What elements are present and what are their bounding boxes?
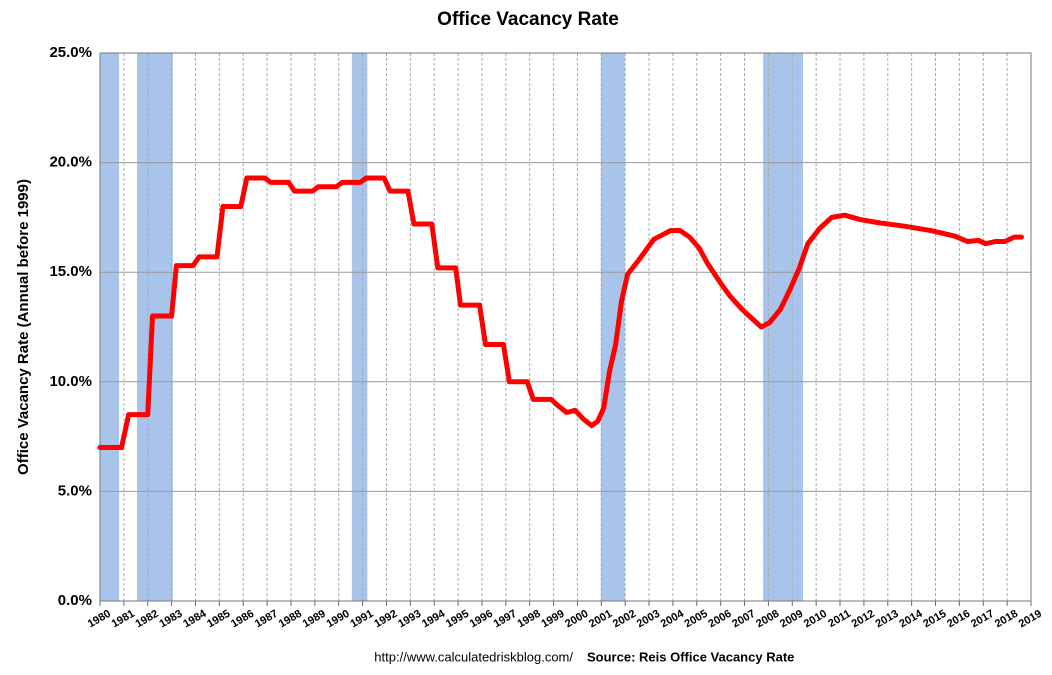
x-tick-label: 1997 — [492, 608, 519, 631]
x-tick-label: 1994 — [420, 607, 448, 630]
x-tick-label: 1987 — [253, 608, 280, 631]
x-tick-label: 1981 — [110, 608, 137, 631]
x-tick-label: 2016 — [945, 608, 972, 631]
x-tick-label: 1989 — [301, 608, 328, 631]
x-tick-label: 2004 — [659, 607, 687, 630]
x-tick-label: 1982 — [133, 608, 160, 631]
x-tick-label: 1990 — [324, 608, 351, 631]
x-tick-label: 2007 — [730, 608, 757, 631]
chart-title: Office Vacancy Rate — [437, 9, 619, 30]
x-tick-label: 1980 — [86, 608, 113, 631]
x-tick-label: 2015 — [921, 608, 948, 631]
y-tick-label: 25.0% — [49, 44, 92, 61]
recession-band — [100, 53, 120, 601]
y-tick-label: 0.0% — [58, 592, 92, 609]
line-series — [97, 175, 1024, 451]
x-tick-label: 1984 — [181, 607, 209, 630]
x-tick-label: 1996 — [468, 608, 495, 631]
x-tick-label: 2014 — [897, 607, 925, 630]
plot-border — [99, 52, 1032, 602]
x-tick-label: 1999 — [539, 608, 566, 631]
footnote-source: Source: Reis Office Vacancy Rate — [587, 649, 794, 664]
x-tick-label: 1986 — [229, 608, 256, 631]
x-tick-label: 1985 — [205, 608, 232, 631]
x-tick-label: 2000 — [563, 608, 590, 631]
x-tick-label: 2008 — [754, 608, 781, 631]
footnote-url: http://www.calculatedriskblog.com/ — [374, 649, 573, 664]
recession-band — [763, 53, 804, 601]
x-tick-label: 2003 — [635, 608, 662, 631]
x-tick-label: 2012 — [850, 608, 877, 631]
x-tick-label: 2001 — [587, 608, 614, 631]
x-tick-label: 1988 — [277, 608, 304, 631]
y-tick-label: 15.0% — [49, 263, 92, 280]
x-tick-label: 2011 — [826, 608, 853, 630]
x-tick-label: 2009 — [778, 608, 805, 631]
x-tick-label: 2002 — [611, 608, 638, 631]
x-tick-label: 2018 — [993, 608, 1020, 631]
x-tick-label: 2005 — [683, 608, 710, 631]
y-axis-label: Office Vacancy Rate (Annual before 1999) — [15, 179, 32, 475]
x-tick-label: 2019 — [1017, 608, 1044, 631]
y-tick-label: 20.0% — [49, 154, 92, 171]
x-tick-label: 2013 — [874, 608, 901, 631]
y-tick-label: 5.0% — [58, 482, 92, 499]
recession-band — [351, 53, 368, 601]
x-tick-label: 1995 — [444, 608, 471, 631]
x-tick-label: 2017 — [969, 608, 996, 631]
x-tick-label: 1983 — [157, 608, 184, 631]
x-tick-label: 1998 — [515, 608, 542, 631]
y-tick-label: 10.0% — [49, 373, 92, 390]
recession-band — [137, 53, 173, 601]
x-tick-label: 1991 — [348, 608, 375, 631]
x-tick-label: 2006 — [706, 608, 733, 631]
x-tick-label: 1992 — [372, 608, 399, 631]
x-tick-label: 2010 — [802, 608, 829, 631]
recession-band — [600, 53, 625, 601]
x-tick-label: 1993 — [396, 608, 423, 631]
